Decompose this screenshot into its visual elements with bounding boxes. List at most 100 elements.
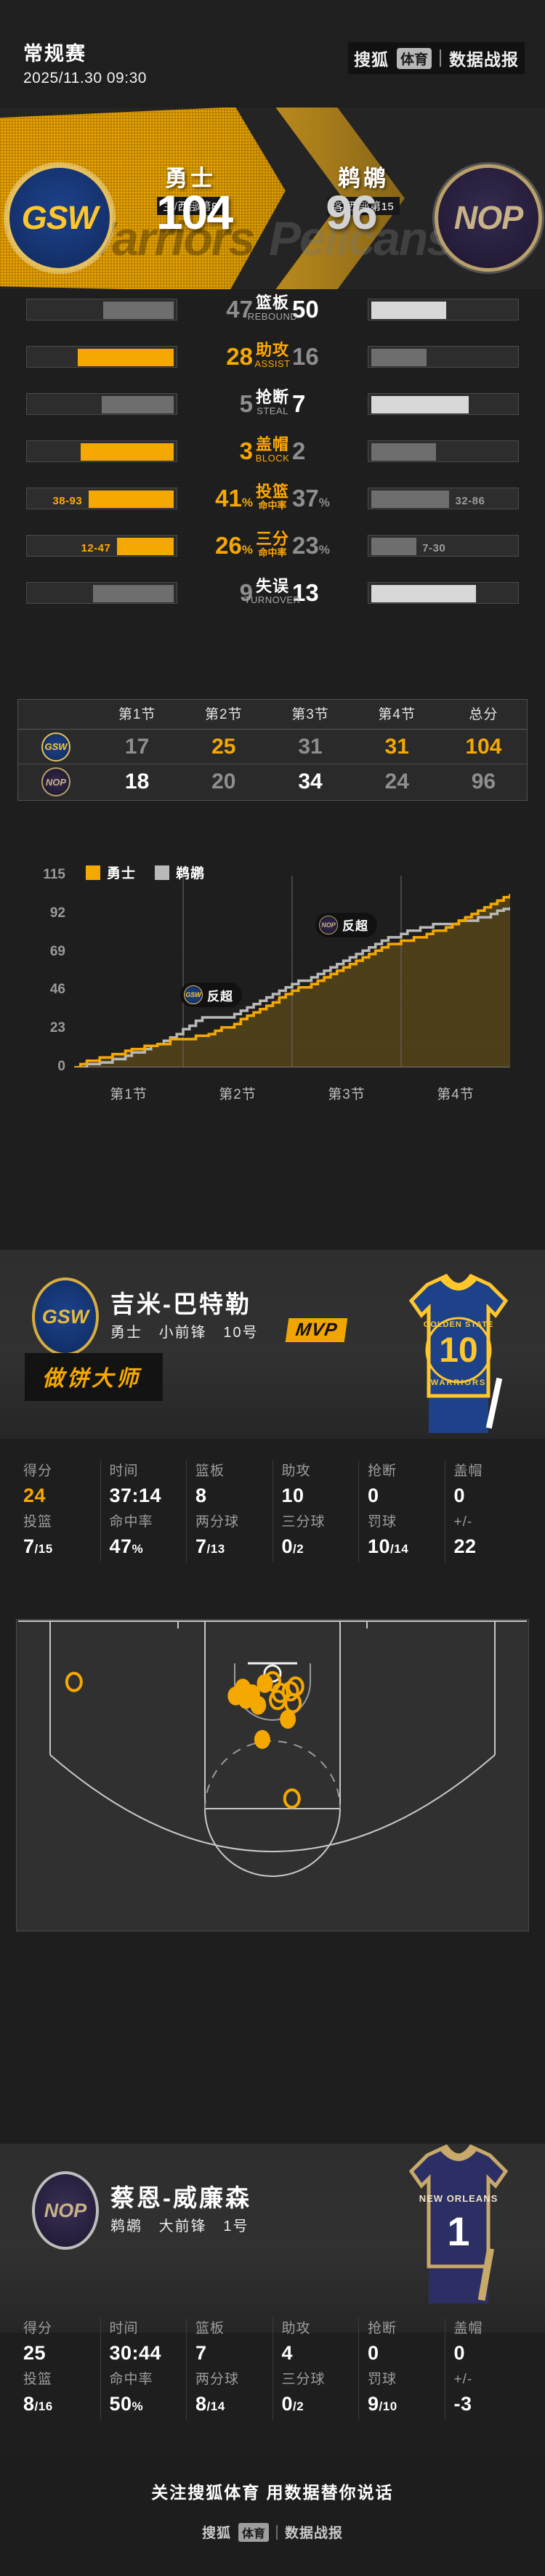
player-position: 小前锋 — [158, 1325, 207, 1341]
player-stat-cell: 罚球 — [359, 1511, 445, 1533]
player-stat-value: 7/15 — [23, 1535, 53, 1557]
player-stat-label: 三分球 — [281, 2372, 326, 2387]
player-stat-cell: 9/10 — [359, 2391, 445, 2420]
away-stat-bar-track — [368, 346, 519, 368]
quarter-score-cell: 96 — [471, 770, 496, 794]
home-stat-value: 3 — [239, 437, 253, 464]
away-player-meta: 鹈鹕 大前锋 1号 — [110, 2214, 249, 2235]
player-stat-cell: 三分球 — [273, 1511, 359, 1533]
away-stat-bar-fill — [371, 538, 416, 555]
player-stat-value: 0 — [453, 1485, 466, 1506]
player-stat-cell: 盖帽 — [445, 1461, 531, 1482]
chart-x-tick: 第1节 — [110, 1087, 148, 1102]
player-stat-label: 投篮 — [23, 1514, 53, 1530]
quarter-score-cell: 17 — [124, 734, 150, 759]
svg-text:1: 1 — [447, 2208, 469, 2254]
player-stat-cell: 47% — [101, 1533, 187, 1562]
player-stat-cell: 0 — [445, 1482, 531, 1511]
away-stat-value: 2 — [292, 437, 306, 464]
quarter-column-header: 总分 — [469, 707, 498, 722]
player-nickname: 做饼大师 — [42, 1367, 141, 1391]
chart-x-tick: 第3节 — [328, 1087, 366, 1102]
player-stat-cell: 投篮 — [15, 1511, 101, 1533]
home-stat-bar-track — [26, 440, 177, 462]
quarter-score-cell: 104 — [465, 734, 502, 759]
player-stat-label: 两分球 — [195, 2372, 240, 2387]
player-stat-value: 22 — [453, 1535, 477, 1557]
mvp-badge: MVP — [285, 1318, 348, 1342]
footer-tiyu-badge: 体育 — [238, 2522, 269, 2542]
chart-y-tick: 92 — [49, 905, 65, 921]
home-stat-bar-track: 12-47 — [26, 535, 177, 557]
player-stat-label: 抢断 — [368, 1463, 397, 1479]
stat-label-cn: 篮板 — [255, 294, 289, 312]
score-banner: Warriors Pelicans GSW NOP 勇士 主/西部第8 鹈鹕 客… — [0, 108, 545, 289]
away-stat-detail: 7-30 — [422, 542, 446, 554]
quarter-row-team: NOP — [18, 767, 94, 796]
player-stat-label: 篮板 — [195, 2321, 225, 2336]
player-stat-cell: +/- — [445, 1511, 531, 1533]
player-stat-value-row-1: 24 37:14 8 10 0 0 — [15, 1482, 530, 1511]
away-stat-value: 23% — [292, 532, 330, 559]
svg-text:WARRIORS: WARRIORS — [431, 1378, 487, 1387]
chart-legend: 勇士 鹈鹕 — [86, 863, 205, 882]
legend-label: 勇士 — [107, 866, 137, 881]
player-stat-cell: 0/2 — [273, 1533, 359, 1562]
chart-annotation-tag: NOP 反超 — [315, 912, 377, 937]
page-footer: 关注搜狐体育 用数据替你说话 搜狐 体育 数据战报 — [0, 2460, 545, 2576]
quarter-column-header: 第1节 — [118, 707, 156, 722]
legend-swatch — [155, 865, 170, 880]
player-stat-cell: -3 — [445, 2391, 531, 2420]
player-stat-value: 10/14 — [368, 1535, 409, 1557]
home-jersey-graphic: 10 GOLDEN STATE WARRIORS — [408, 1273, 509, 1433]
player-stat-cell: +/- — [445, 2369, 531, 2391]
player-stat-cell: 7/13 — [187, 1533, 273, 1562]
quarter-score-cell: 31 — [298, 734, 323, 759]
away-player-card: NOP 蔡恩-威廉森 鹈鹕 大前锋 1号 NEW ORLEANS 1 得分 时间 篮… — [0, 2144, 545, 2449]
away-team-logo: NOP — [435, 164, 542, 272]
home-team-standing: 主/西部第8 — [157, 197, 224, 215]
stat-label: 失误 TURNOVER — [0, 578, 545, 606]
stat-label-en: 命中率 — [258, 547, 287, 558]
player-stat-label: 投篮 — [23, 2372, 53, 2387]
home-stat-bar-fill — [81, 443, 174, 461]
player-meta: 勇士 小前锋 10号 — [110, 1320, 259, 1341]
court-diagram — [17, 1620, 528, 1931]
away-stat-bar-fill — [371, 349, 427, 366]
player-stat-cell: 得分 — [15, 2318, 101, 2340]
player-stat-label: 抢断 — [368, 2321, 397, 2336]
home-stat-detail: 12-47 — [81, 542, 111, 554]
player-stat-cell: 罚球 — [359, 2369, 445, 2391]
annotation-team-logo: NOP — [319, 915, 338, 934]
stat-label-cn: 抢断 — [255, 388, 289, 406]
brand-logo: 搜狐 体育 数据战报 — [347, 42, 525, 74]
team-stat-row: 38-93 32-86 41% 37% 投篮 命中率 — [0, 483, 545, 514]
player-stat-value: 47% — [109, 1535, 144, 1557]
home-team-logo: GSW — [6, 164, 113, 272]
player-stat-cell: 50% — [101, 2391, 187, 2420]
stat-label-en: REBOUND — [247, 311, 298, 322]
annotation-label: 反超 — [207, 989, 233, 1004]
player-stat-cell: 抢断 — [359, 2318, 445, 2340]
team-stat-row: 5 7 抢断 STEAL — [0, 388, 545, 420]
player-stat-cell: 10/14 — [359, 1533, 445, 1562]
player-stat-cell: 助攻 — [273, 2318, 359, 2340]
brand-tiyu-badge: 体育 — [396, 47, 432, 69]
player-stat-label: 命中率 — [109, 2372, 153, 2387]
quarter-row-team: GSW — [18, 732, 94, 762]
stat-label-cn: 助攻 — [255, 341, 289, 359]
shot-missed-marker — [281, 1681, 299, 1702]
away-stat-bar-track — [368, 393, 519, 415]
player-stat-label: 命中率 — [109, 1514, 153, 1530]
away-player-number: 1号 — [223, 2218, 249, 2234]
home-stat-bar-fill — [78, 349, 174, 366]
shot-made-marker — [238, 1689, 254, 1709]
away-team-standing: 客/西部第15 — [326, 197, 400, 215]
player-stat-label: 三分球 — [281, 1514, 326, 1530]
player-stat-value: 37:14 — [109, 1485, 162, 1506]
quarter-table-body: GSW 17 25 31 31 104 NOP 18 20 34 24 96 — [18, 730, 527, 799]
team-stat-row: 47 50 篮板 REBOUND — [0, 294, 545, 326]
chart-y-tick: 23 — [49, 1020, 65, 1036]
quarter-score-cell: 24 — [384, 770, 409, 794]
home-stat-value: 5 — [239, 390, 253, 417]
